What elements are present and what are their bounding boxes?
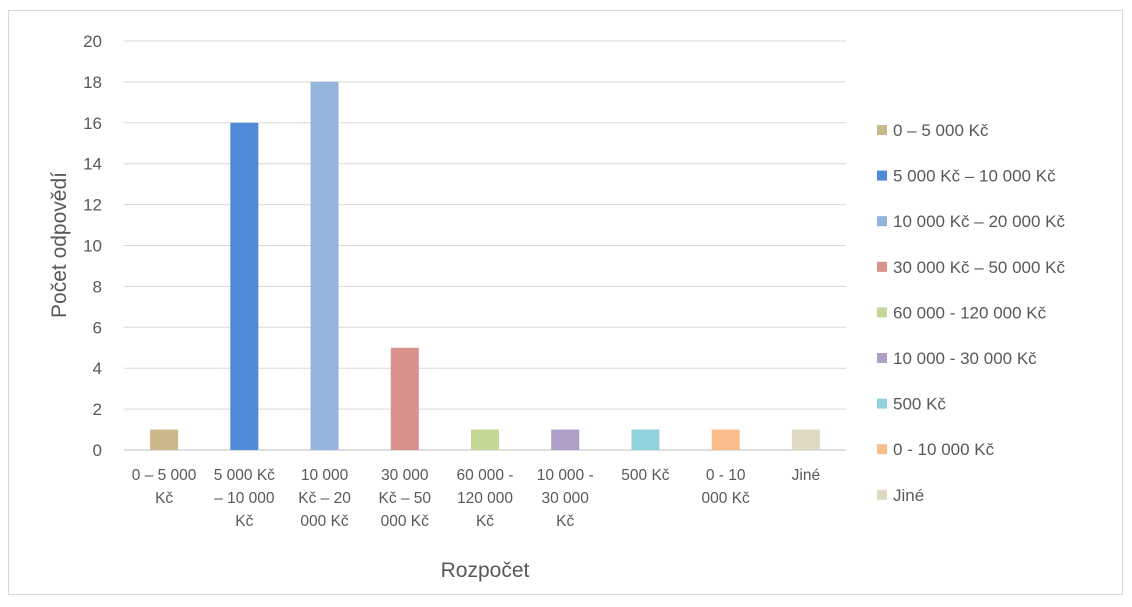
y-axis-title: Počet odpovědí [48,172,71,318]
legend-swatch [877,216,887,227]
legend-label: 0 - 10 000 Kč [893,440,995,459]
x-tick-label: 500 Kč [621,467,670,484]
legend-label: 30 000 Kč – 50 000 Kč [893,258,1066,277]
legend-swatch [877,170,887,181]
bar [791,429,820,450]
legend-swatch [877,307,887,318]
legend-label: 10 000 - 30 000 Kč [893,349,1037,368]
x-tick-label: 10 000 Kč – 20 000 Kč [298,467,351,530]
y-tick-label: 14 [83,155,102,174]
y-tick-label: 10 [83,237,102,256]
legend-label: 500 Kč [893,395,946,414]
legend-label: Jiné [893,486,924,505]
x-tick-label: 10 000 -30 000 Kč [537,467,594,530]
x-axis-title: Rozpočet [441,559,530,582]
y-axis-ticks: 0 2 4 6 8 10 12 14 16 18 20 [83,32,102,460]
legend-label: 0 – 5 000 Kč [893,121,989,140]
bar [230,122,259,451]
legend-swatch [877,261,887,272]
chart-frame [8,10,1123,595]
y-tick-label: 20 [83,32,102,51]
y-tick-label: 12 [83,196,102,215]
legend-swatch [877,398,887,409]
x-tick-label: 30 000 Kč – 50 000 Kč [378,467,431,530]
bar [631,429,660,450]
legend-swatch [877,489,887,500]
legend-label: 60 000 - 120 000 Kč [893,303,1047,322]
bar [390,347,419,450]
y-tick-label: 18 [83,73,102,92]
x-tick-label: 5 000 Kč – 10 000 Kč [214,467,275,530]
x-tick-label: 0 - 10 000 Kč [702,467,751,507]
x-axis-categories: 0 – 5 000 Kč 5 000 Kč – 10 000 Kč 10 000 Kč – … [132,467,820,530]
bar [310,81,339,451]
y-tick-label: 8 [93,277,102,296]
legend-swatch [877,353,887,363]
y-tick-label: 2 [93,400,102,419]
y-tick-label: 16 [83,114,102,133]
y-tick-label: 4 [93,359,102,378]
x-tick-label: 0 – 5 000 Kč [132,467,197,507]
bar [471,429,499,450]
legend-label: 5 000 Kč – 10 000 Kč [893,167,1056,186]
bar [551,429,580,450]
x-tick-label: 60 000 -120 000 Kč [457,467,514,530]
legend-label: 10 000 Kč – 20 000 Kč [893,212,1066,231]
x-tick-label: Jiné [792,467,820,484]
legend-swatch [877,125,887,135]
bar [150,429,179,450]
y-tick-label: 0 [93,441,102,460]
bars [150,81,820,451]
bar [711,429,740,450]
y-tick-label: 6 [93,318,102,337]
legend: 0 – 5 000 Kč 5 000 Kč – 10 000 Kč 10 000 K… [877,121,1066,505]
legend-swatch [877,444,887,455]
